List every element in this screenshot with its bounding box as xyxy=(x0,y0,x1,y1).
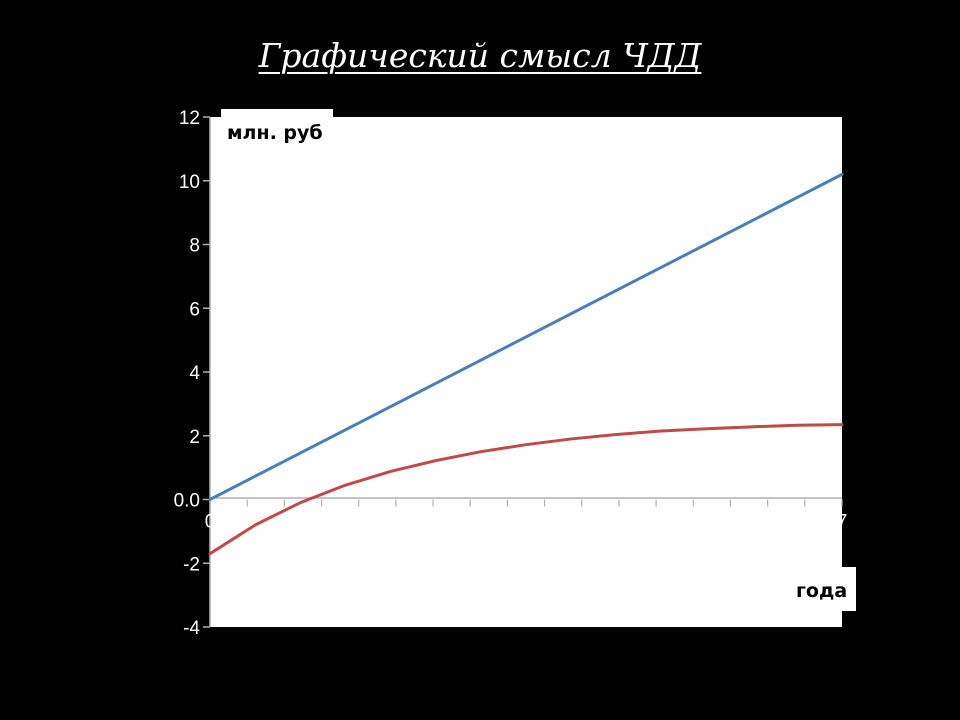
x-tick-label: 7 xyxy=(837,512,848,533)
series-layer xyxy=(208,172,844,556)
xlabel-box xyxy=(784,567,856,611)
plot-area xyxy=(210,117,842,627)
y-tick-label: 6 xyxy=(189,299,200,320)
ylabel-box xyxy=(221,109,333,153)
xlabel: года xyxy=(796,580,847,602)
ylabel: млн. руб xyxy=(227,122,323,144)
y-tick-label: 2 xyxy=(189,427,200,448)
y-tick-label: 10 xyxy=(179,172,200,193)
y-tick-label: -2 xyxy=(183,554,200,575)
series-line-2 xyxy=(208,423,844,556)
slide-title: Графический смысл ЧДД xyxy=(258,36,702,75)
y-tick-label: 8 xyxy=(189,236,200,257)
series-line-1 xyxy=(208,172,844,501)
y-major-ticks xyxy=(203,116,210,628)
y-tick-label: 12 xyxy=(179,108,200,129)
y-tick-label: -4 xyxy=(183,618,200,639)
y-tick-labels: 12 10 8 6 4 2 0.0 -2 -4 xyxy=(174,108,201,639)
y-tick-label: 4 xyxy=(189,363,200,384)
x-tick-label: 0 xyxy=(205,512,216,533)
x-minor-ticks xyxy=(209,499,843,507)
y-tick-label: 0.0 xyxy=(174,491,200,512)
